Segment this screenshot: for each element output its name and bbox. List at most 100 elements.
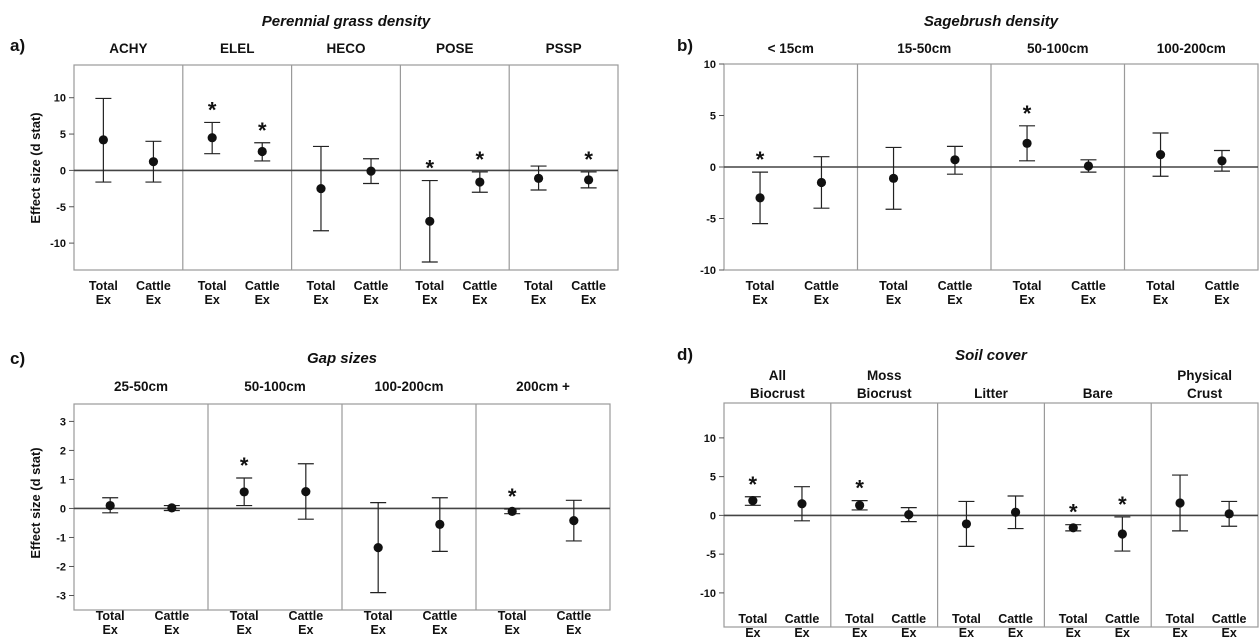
y-tick-label: 0 [710, 162, 716, 174]
data-point [1022, 138, 1032, 148]
treatment-label: Total [415, 279, 444, 293]
treatment-label: Total [96, 609, 125, 623]
group-label: PSSP [546, 41, 582, 56]
group-label: < 15cm [768, 41, 814, 56]
y-tick-label: -1 [56, 532, 66, 544]
treatment-label: Cattle [422, 609, 457, 623]
treatment-label: Cattle [354, 279, 389, 293]
significance-star: * [240, 453, 249, 478]
data-point [1155, 150, 1166, 160]
treatment-label: Ex [164, 623, 179, 637]
treatment-label: Cattle [891, 612, 926, 626]
treatment-label: Ex [1153, 293, 1168, 307]
data-point [1117, 529, 1127, 539]
y-tick-label: -2 [56, 561, 66, 573]
treatment-label: Ex [96, 293, 111, 307]
data-point [148, 157, 159, 167]
treatment-label: Ex [531, 293, 546, 307]
treatment-label: Ex [581, 293, 596, 307]
treatment-label: Total [1166, 612, 1195, 626]
data-point [1175, 498, 1185, 508]
treatment-label: Total [198, 279, 227, 293]
treatment-label: Ex [298, 623, 313, 637]
treatment-label: Total [738, 612, 767, 626]
data-point [755, 193, 765, 203]
y-tick-label: -5 [56, 202, 66, 214]
treatment-label: Total [1059, 612, 1088, 626]
data-point [1217, 156, 1227, 166]
data-point [105, 500, 115, 511]
treatment-label: Ex [363, 293, 378, 307]
group-label: All [769, 368, 786, 383]
treatment-label: Ex [1008, 626, 1023, 640]
treatment-label: Ex [1115, 626, 1130, 640]
treatment-label: Cattle [154, 609, 189, 623]
plot-frame [73, 64, 619, 271]
data-point [855, 500, 865, 510]
significance-star: * [425, 156, 434, 181]
group-label: 15-50cm [897, 41, 951, 56]
data-point [1224, 509, 1234, 519]
group-label: POSE [436, 41, 474, 56]
data-point [797, 499, 807, 509]
treatment-label: Cattle [571, 279, 606, 293]
group-label: ELEL [220, 41, 255, 56]
treatment-label: Ex [1172, 626, 1187, 640]
treatment-label: Ex [1214, 293, 1229, 307]
panel-title: Sagebrush density [924, 13, 1059, 30]
significance-star: * [1069, 500, 1078, 525]
treatment-label: Ex [814, 293, 829, 307]
group-label: Physical [1177, 368, 1232, 383]
treatment-label: Cattle [556, 609, 591, 623]
group-label: 50-100cm [1027, 41, 1089, 56]
treatment-label: Ex [237, 623, 252, 637]
panel-title: Perennial grass density [262, 13, 431, 30]
treatment-label: Ex [566, 623, 581, 637]
y-tick-label: 3 [60, 416, 66, 428]
y-tick-label: -5 [706, 549, 716, 561]
group-label: Bare [1083, 386, 1114, 401]
data-point [366, 166, 376, 176]
treatment-label: Cattle [785, 612, 820, 626]
treatment-label: Ex [852, 626, 867, 640]
treatment-label: Cattle [1105, 612, 1140, 626]
treatment-label: Ex [313, 293, 328, 307]
treatment-label: Ex [959, 626, 974, 640]
treatment-label: Ex [794, 626, 809, 640]
group-label: 100-200cm [1157, 41, 1226, 56]
treatment-label: Total [1013, 279, 1042, 293]
data-point [904, 510, 914, 520]
data-point [167, 503, 177, 513]
panel-label: a) [10, 36, 25, 55]
data-point [507, 506, 517, 516]
treatment-label: Ex [422, 293, 437, 307]
data-point [533, 173, 544, 184]
treatment-label: Cattle [938, 279, 973, 293]
treatment-label: Cattle [1212, 612, 1247, 626]
y-axis-label: Effect size (d stat) [28, 112, 43, 223]
group-label: ACHY [109, 41, 147, 56]
group-label: 200cm + [516, 379, 570, 394]
treatment-label: Cattle [1071, 279, 1106, 293]
treatment-label: Cattle [804, 279, 839, 293]
data-point [98, 135, 108, 145]
treatment-label: Ex [255, 293, 270, 307]
data-point [1083, 161, 1094, 171]
y-tick-label: 0 [60, 165, 66, 177]
group-label: Biocrust [750, 386, 805, 401]
treatment-label: Ex [432, 623, 447, 637]
group-label: Crust [1187, 386, 1223, 401]
data-point [435, 519, 445, 530]
panel-label: d) [677, 345, 693, 364]
group-label: Moss [867, 368, 902, 383]
treatment-label: Total [524, 279, 553, 293]
treatment-label: Total [1146, 279, 1175, 293]
treatment-label: Ex [1019, 293, 1034, 307]
y-tick-label: 5 [710, 111, 716, 123]
treatment-label: Ex [371, 623, 386, 637]
y-tick-label: -5 [706, 214, 716, 226]
significance-star: * [1023, 101, 1032, 126]
data-point [584, 175, 594, 185]
y-tick-label: 2 [60, 445, 66, 457]
